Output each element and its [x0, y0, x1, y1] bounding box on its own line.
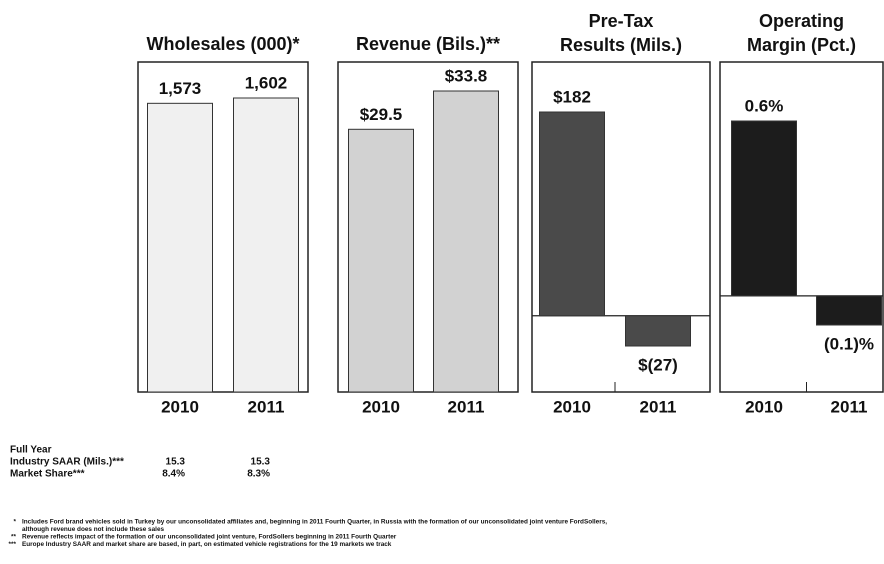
- value-label: 1,602: [245, 73, 288, 92]
- footnote-text: Europe Industry SAAR and market share ar…: [22, 541, 392, 548]
- bar: [625, 315, 691, 347]
- bar: [348, 128, 414, 393]
- summary-cell: 8.3%: [247, 469, 270, 480]
- panel-title: Margin (Pct.): [747, 35, 856, 55]
- summary-cell: 15.3: [251, 457, 271, 468]
- category-label: 2010: [362, 397, 400, 416]
- category-label: 2010: [161, 397, 199, 416]
- panel-title: Pre-Tax: [589, 11, 654, 31]
- value-label: 1,573: [159, 79, 202, 98]
- bar: [433, 90, 499, 393]
- panel-frame: [531, 61, 711, 393]
- value-label: $(27): [638, 355, 678, 374]
- category-label: 2011: [640, 397, 677, 416]
- category-label: 2011: [448, 397, 485, 416]
- summary-cell: 15.3: [166, 457, 186, 468]
- category-label: 2011: [831, 397, 868, 416]
- panel-title: Revenue (Bils.)**: [356, 34, 500, 54]
- bar: [147, 102, 213, 393]
- panel-title: Results (Mils.): [560, 35, 682, 55]
- summary-cell: Industry SAAR (Mils.)***: [10, 457, 124, 468]
- summary-cell: 8.4%: [162, 469, 185, 480]
- value-label: $29.5: [360, 105, 403, 124]
- panel-frame: [719, 61, 884, 393]
- summary-heading: Full Year: [10, 445, 52, 456]
- footnote-mark: ***: [9, 541, 17, 548]
- summary-cell: Market Share***: [10, 469, 85, 480]
- value-label: $182: [553, 87, 591, 106]
- footnote-text: although revenue does not include these …: [22, 526, 164, 533]
- footnote-text: Includes Ford brand vehicles sold in Tur…: [22, 519, 607, 526]
- footnote-mark: **: [11, 534, 16, 541]
- panel-frame: [337, 61, 519, 393]
- category-label: 2010: [553, 397, 591, 416]
- footnote-text: Revenue reflects impact of the formation…: [22, 534, 397, 541]
- bar: [816, 295, 882, 326]
- category-label: 2011: [248, 397, 285, 416]
- value-label: $33.8: [445, 66, 488, 85]
- category-label: 2010: [745, 397, 783, 416]
- panel-title: Wholesales (000)*: [146, 34, 299, 54]
- footnote-mark: *: [14, 519, 17, 526]
- panel-title: Operating: [759, 11, 844, 31]
- bar: [233, 97, 299, 393]
- panel-frame: [137, 61, 309, 393]
- value-label: 0.6%: [745, 96, 784, 115]
- bar: [731, 120, 797, 297]
- bar: [539, 111, 605, 317]
- value-label: (0.1)%: [824, 334, 874, 353]
